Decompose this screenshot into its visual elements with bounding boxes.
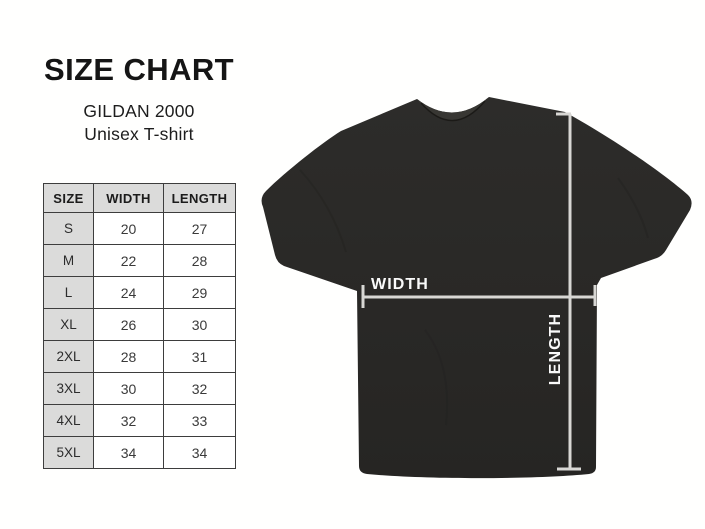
length-cell: 29: [163, 276, 236, 309]
length-label: LENGTH: [547, 313, 564, 385]
col-header-width: WIDTH: [93, 183, 164, 213]
product-name: GILDAN 2000: [83, 100, 195, 121]
size-cell: 5XL: [43, 436, 94, 469]
length-cell: 27: [163, 212, 236, 245]
width-cell: 30: [93, 372, 164, 405]
table-row: 3XL 30 32: [43, 372, 236, 405]
width-cell: 24: [93, 276, 164, 309]
sleeve-crease-right: [617, 177, 649, 239]
width-cell: 28: [93, 340, 164, 373]
size-cell: M: [43, 244, 94, 277]
body-crease: [424, 329, 449, 426]
length-cell: 28: [163, 244, 236, 277]
size-table: SIZE WIDTH LENGTH S 20 27 M 22 28 L 24 2…: [43, 183, 236, 469]
table-row: 5XL 34 34: [43, 436, 236, 469]
table-row: L 24 29: [43, 276, 236, 309]
table-row: 2XL 28 31: [43, 340, 236, 373]
page-title: SIZE CHART: [44, 52, 234, 87]
length-cell: 34: [163, 436, 236, 469]
width-cell: 34: [93, 436, 164, 469]
size-cell: 4XL: [43, 404, 94, 437]
size-cell: XL: [43, 308, 94, 341]
sleeve-crease-left: [299, 169, 347, 253]
length-cell: 32: [163, 372, 236, 405]
width-cell: 32: [93, 404, 164, 437]
collar-seam: [420, 100, 486, 122]
table-row: M 22 28: [43, 244, 236, 277]
product-type: Unisex T-shirt: [84, 123, 194, 144]
table-header-row: SIZE WIDTH LENGTH: [43, 183, 236, 213]
col-header-length: LENGTH: [163, 183, 236, 213]
size-cell: S: [43, 212, 94, 245]
header-block: SIZE CHART GILDAN 2000 Unisex T-shirt: [36, 52, 242, 146]
width-label: WIDTH: [371, 276, 429, 293]
size-cell: L: [43, 276, 94, 309]
length-cell: 30: [163, 308, 236, 341]
tshirt-silhouette: [261, 97, 692, 479]
length-cell: 31: [163, 340, 236, 373]
